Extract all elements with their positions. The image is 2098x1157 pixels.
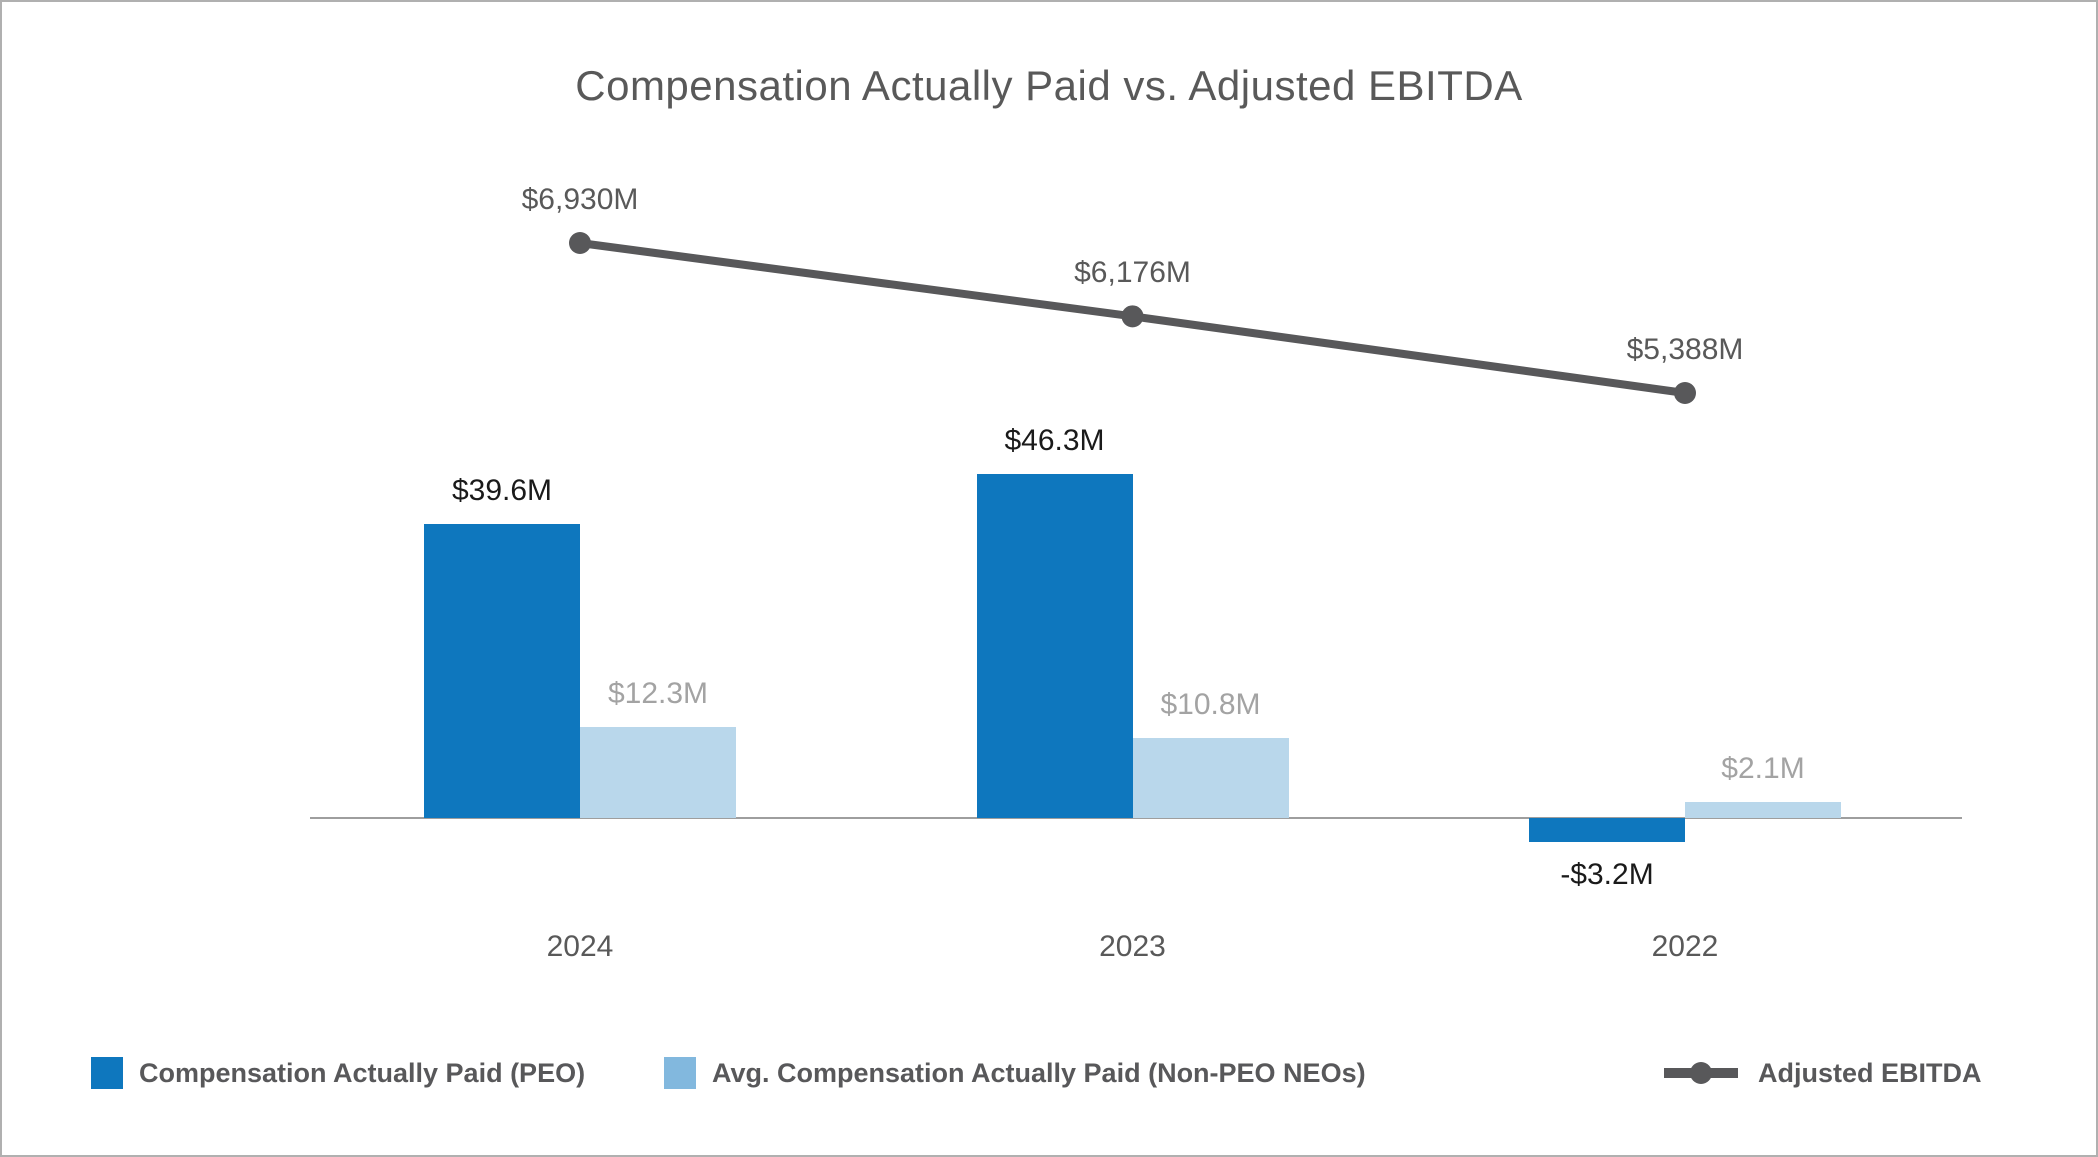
ebitda-line-point [569,232,591,254]
bar-non-peo-2022 [1685,802,1841,818]
bar-value-label: $39.6M [451,473,553,507]
legend-swatch-non-peo [664,1057,696,1089]
x-axis-label: 2022 [1651,930,1719,963]
x-axis-label: 2024 [546,930,614,963]
bar-value-label: $2.1M [1721,752,1805,786]
line-value-label: $6,176M [1074,256,1191,290]
legend-label-ebitda: Adjusted EBITDA [1758,1057,1982,1088]
ebitda-line-point [1121,305,1144,328]
legend-label-peo: Compensation Actually Paid (PEO) [139,1057,586,1088]
legend-item-non-peo: Avg. Compensation Actually Paid (Non-PEO… [664,1055,1366,1091]
ebitda-line-point [1674,382,1696,404]
line-value-label: $5,388M [1626,333,1744,366]
bar-value-label: $46.3M [1004,423,1105,457]
line-value-label: $6,930M [521,183,639,216]
chart-title: Compensation Actually Paid vs. Adjusted … [575,62,1523,109]
line-marker-icon [1664,1062,1738,1084]
x-axis-label: 2023 [1099,930,1166,963]
x-axis-line [310,817,1962,819]
bar-peo-2022 [1529,818,1685,842]
bar-peo-2024 [424,523,580,818]
legend-label-non-peo: Avg. Compensation Actually Paid (Non-PEO… [712,1057,1366,1088]
legend-item-peo: Compensation Actually Paid (PEO) [91,1055,585,1091]
bar-peo-2023 [976,473,1133,818]
bar-non-peo-2024 [580,726,736,818]
legend-item-ebitda: Adjusted EBITDA [1662,1055,1982,1091]
legend-swatch-peo [91,1057,123,1089]
bar-non-peo-2023 [1132,737,1289,818]
bar-value-label: $10.8M [1160,687,1261,721]
bar-value-label: $12.3M [607,676,709,710]
bar-value-label: -$3.2M [1560,857,1654,891]
